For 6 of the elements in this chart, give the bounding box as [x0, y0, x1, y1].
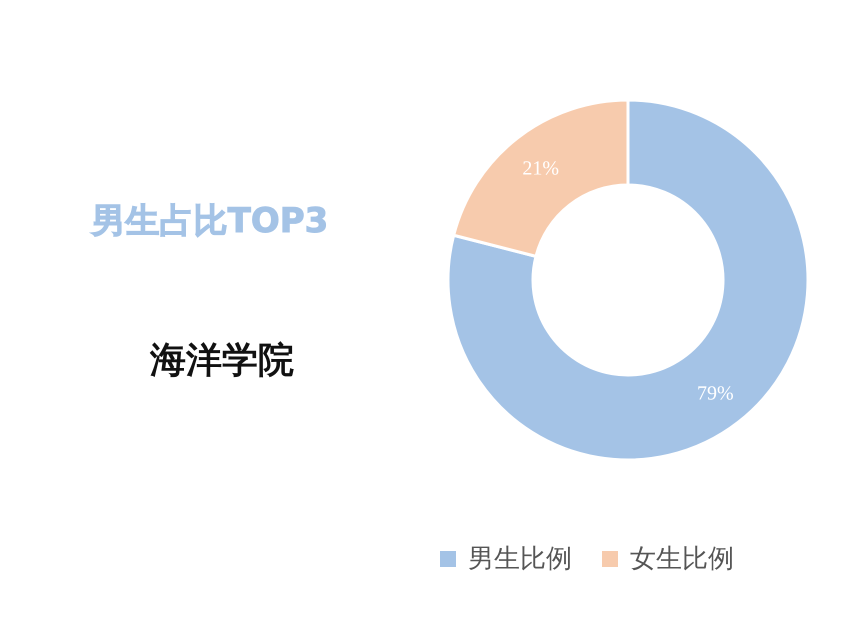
legend-label: 女生比例	[630, 544, 734, 574]
legend-label: 男生比例	[468, 544, 572, 574]
data-label: 79%	[697, 382, 734, 405]
text: 男生占比TOP3	[90, 201, 328, 241]
data-label: 21%	[522, 157, 559, 180]
text: 海洋学院	[149, 340, 294, 381]
